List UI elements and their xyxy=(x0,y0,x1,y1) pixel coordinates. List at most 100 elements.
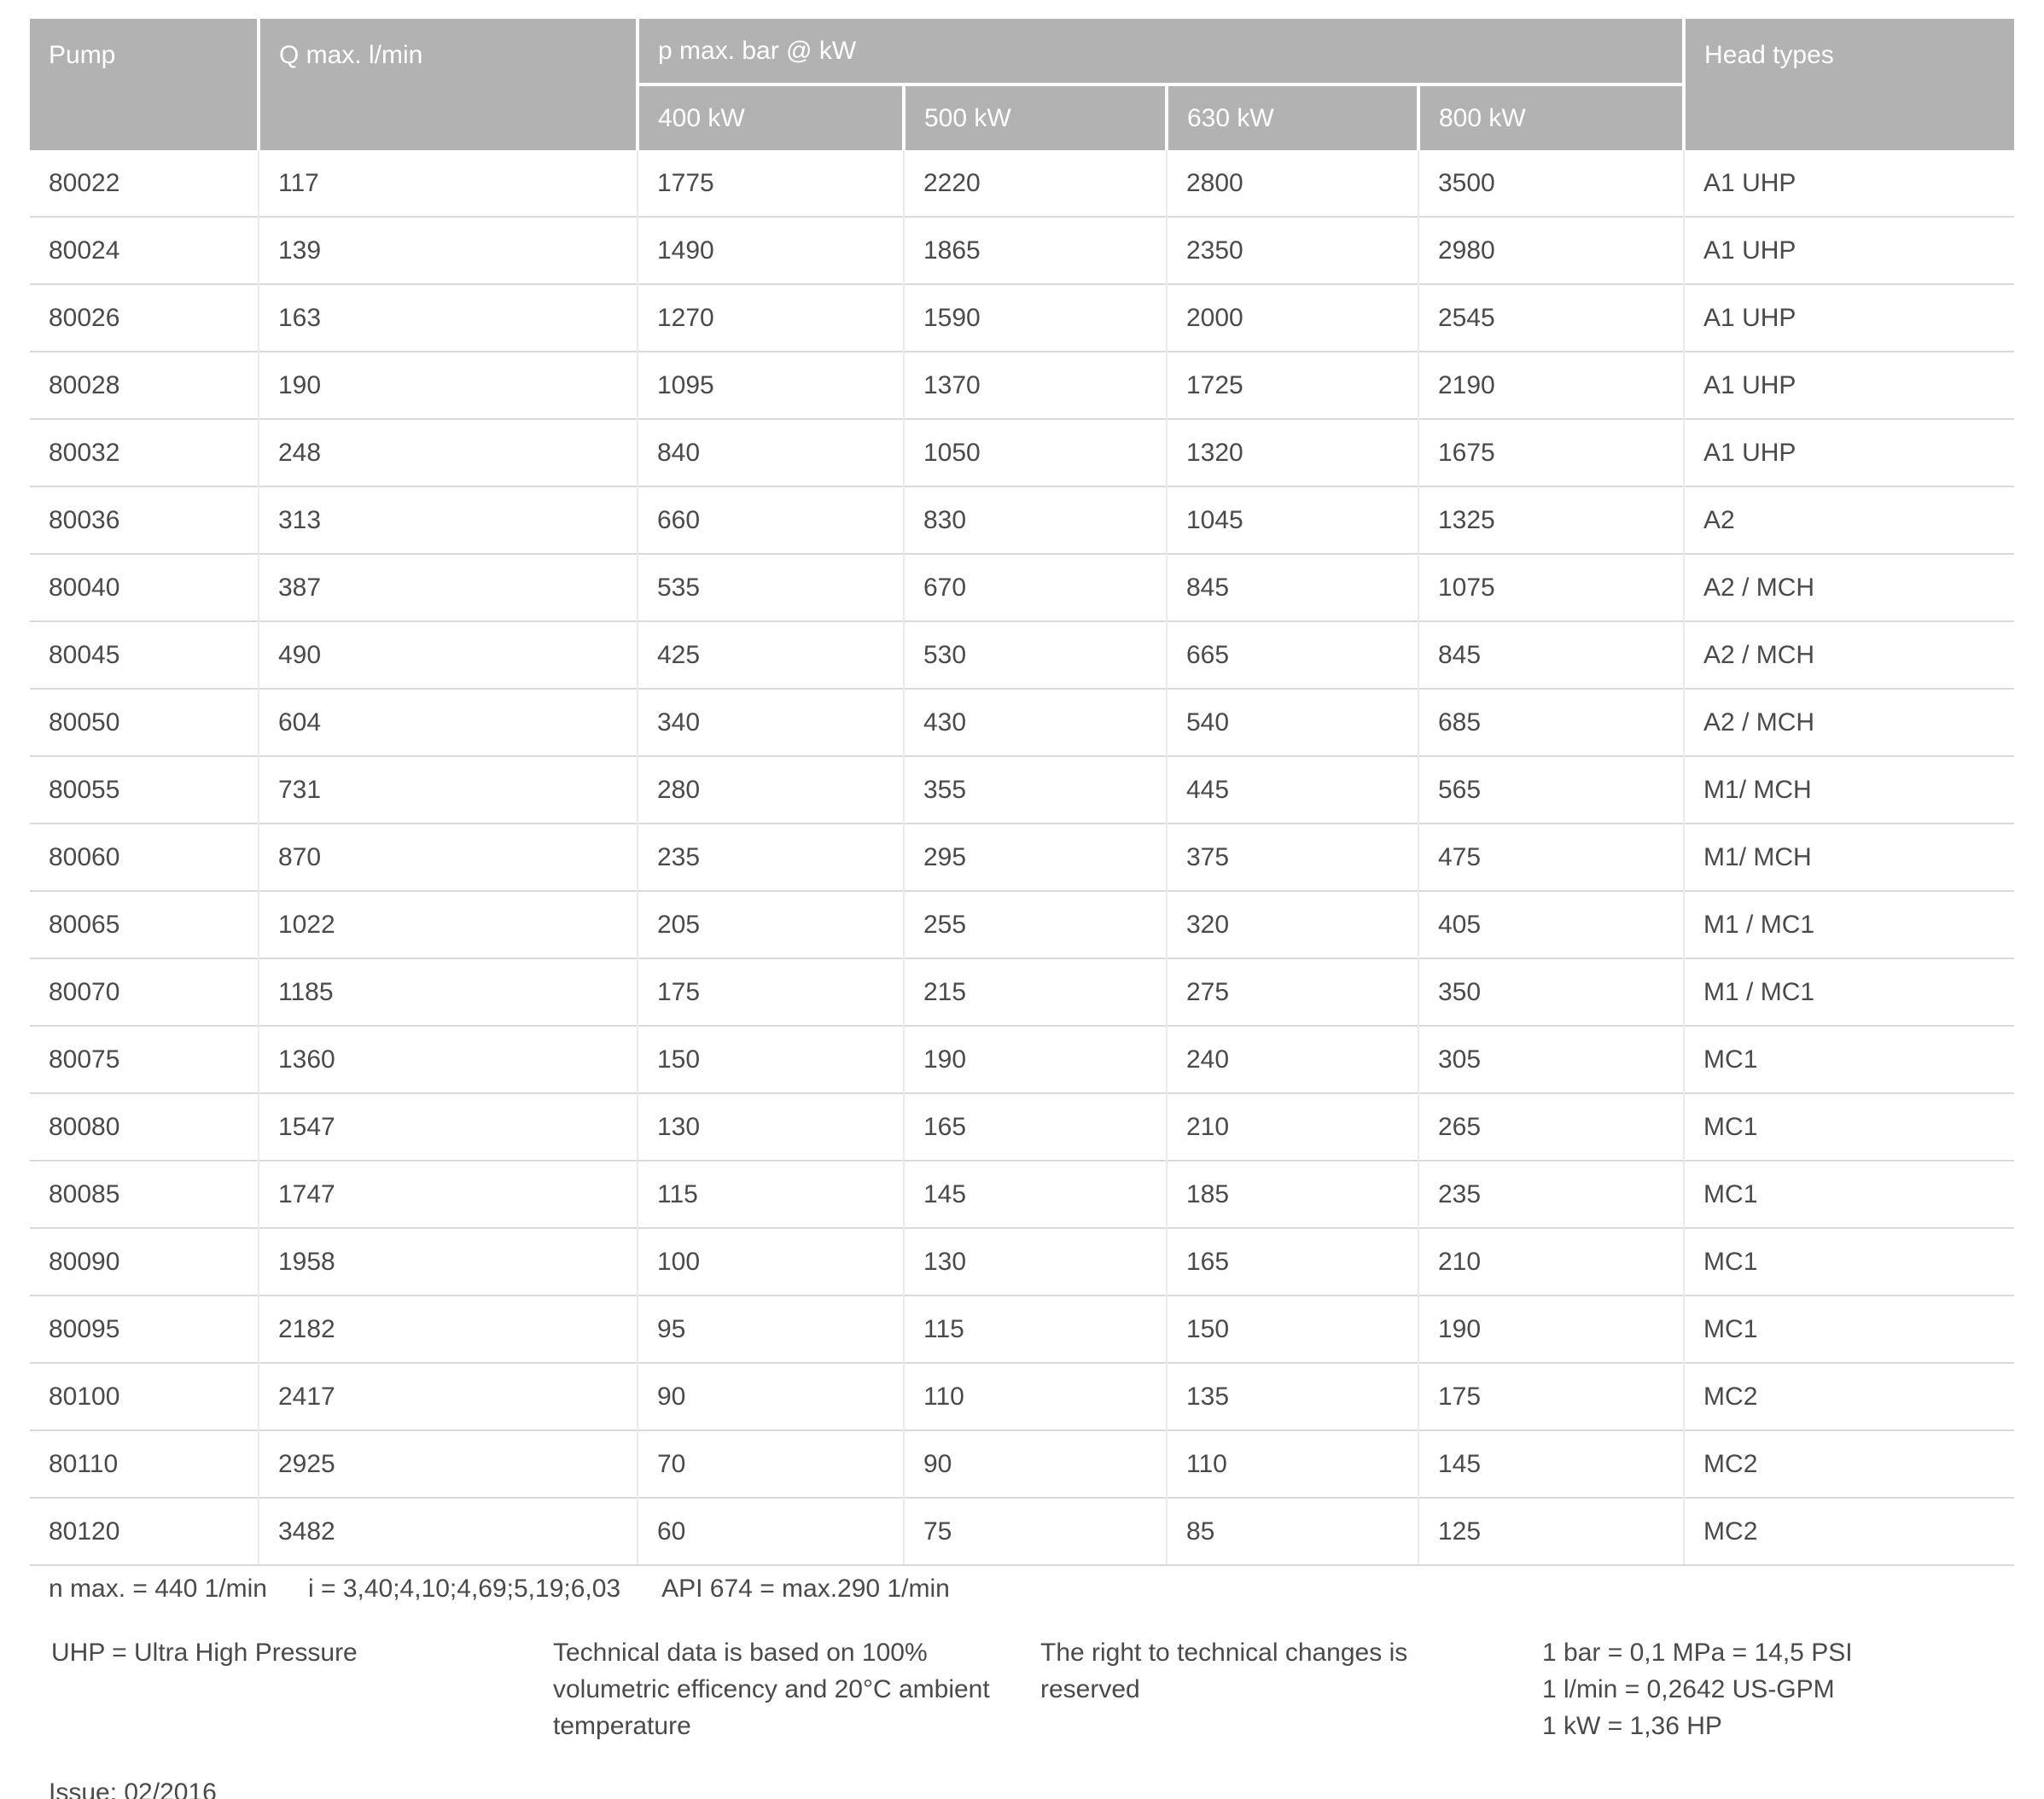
p-max-400kw-cell: 115 xyxy=(637,1160,904,1228)
p-max-400kw-cell: 1775 xyxy=(637,150,904,217)
conversion-bar: 1 bar = 0,1 MPa = 14,5 PSI xyxy=(1542,1639,1853,1667)
p-max-800kw-cell: 175 xyxy=(1417,1362,1685,1430)
table-header: Pump Q max. l/min p max. bar @ kW Head t… xyxy=(30,19,2015,150)
q-max-cell: 870 xyxy=(258,823,638,891)
head-types-cell: A2 / MCH xyxy=(1683,553,2015,621)
q-max-cell: 248 xyxy=(258,418,638,486)
p-max-500kw-cell: 530 xyxy=(903,620,1167,689)
footnote-conversions: 1 bar = 0,1 MPa = 14,5 PSI 1 l/min = 0,2… xyxy=(1542,1634,2044,1744)
q-max-cell: 3482 xyxy=(258,1497,638,1566)
pump-cell: 80080 xyxy=(30,1092,259,1161)
pump-cell: 80055 xyxy=(30,755,259,824)
pump-cell: 80032 xyxy=(30,418,259,486)
p-max-630kw-cell: 85 xyxy=(1166,1497,1418,1566)
q-max-cell: 190 xyxy=(258,351,638,419)
head-types-cell: MC2 xyxy=(1683,1429,2015,1498)
table-row: 80028 190 1095 1370 1725 2190 A1 UHP xyxy=(30,351,2015,419)
p-max-400kw-cell: 205 xyxy=(637,890,904,958)
table-row: 80085 1747 115 145 185 235 MC1 xyxy=(30,1160,2015,1228)
table-body: 80022 117 1775 2220 2800 3500 A1 UHP 800… xyxy=(30,150,2015,1566)
q-max-cell: 1022 xyxy=(258,890,638,958)
p-max-630kw-cell: 185 xyxy=(1166,1160,1418,1228)
p-max-800kw-cell: 265 xyxy=(1417,1092,1685,1161)
pump-cell: 80028 xyxy=(30,351,259,419)
p-max-630kw-cell: 1045 xyxy=(1166,486,1418,554)
p-max-800kw-cell: 235 xyxy=(1417,1160,1685,1228)
table-row: 80065 1022 205 255 320 405 M1 / MC1 xyxy=(30,890,2015,958)
table-row: 80022 117 1775 2220 2800 3500 A1 UHP xyxy=(30,150,2015,217)
head-types-cell: A1 UHP xyxy=(1683,150,2015,217)
table-row: 80045 490 425 530 665 845 A2 / MCH xyxy=(30,620,2015,689)
p-max-400kw-cell: 130 xyxy=(637,1092,904,1161)
p-max-500kw-cell: 145 xyxy=(903,1160,1167,1228)
footnote-uhp: UHP = Ultra High Pressure xyxy=(51,1639,358,1667)
table-row: 80026 163 1270 1590 2000 2545 A1 UHP xyxy=(30,283,2015,352)
q-max-cell: 1958 xyxy=(258,1227,638,1295)
q-max-cell: 313 xyxy=(258,486,638,554)
pump-cell: 80024 xyxy=(30,216,259,284)
p-max-400kw-cell: 70 xyxy=(637,1429,904,1498)
p-max-800kw-cell: 125 xyxy=(1417,1497,1685,1566)
table-row: 80110 2925 70 90 110 145 MC2 xyxy=(30,1429,2015,1498)
pump-cell: 80050 xyxy=(30,688,259,756)
head-types-cell: M1/ MCH xyxy=(1683,755,2015,824)
p-max-400kw-cell: 1095 xyxy=(637,351,904,419)
q-max-cell: 387 xyxy=(258,553,638,621)
p-max-800kw-cell: 350 xyxy=(1417,958,1685,1026)
head-types-cell: A1 UHP xyxy=(1683,283,2015,352)
p-max-500kw-cell: 830 xyxy=(903,486,1167,554)
p-max-800kw-cell: 305 xyxy=(1417,1025,1685,1093)
p-max-800kw-cell: 145 xyxy=(1417,1429,1685,1498)
p-max-630kw-cell: 845 xyxy=(1166,553,1418,621)
conversion-kw: 1 kW = 1,36 HP xyxy=(1542,1712,1722,1740)
p-max-500kw-cell: 1050 xyxy=(903,418,1167,486)
p-max-400kw-cell: 840 xyxy=(637,418,904,486)
pump-cell: 80090 xyxy=(30,1227,259,1295)
p-max-630kw-cell: 2350 xyxy=(1166,216,1418,284)
head-types-cell: MC1 xyxy=(1683,1160,2015,1228)
pump-cell: 80095 xyxy=(30,1295,259,1363)
pump-cell: 80120 xyxy=(30,1497,259,1566)
p-max-400kw-cell: 175 xyxy=(637,958,904,1026)
p-max-400kw-cell: 1270 xyxy=(637,283,904,352)
column-header-400kw: 400 kW xyxy=(636,84,904,150)
p-max-500kw-cell: 165 xyxy=(903,1092,1167,1161)
pump-cell: 80036 xyxy=(30,486,259,554)
footnote-i-ratios: i = 3,40;4,10;4,69;5,19;6,03 xyxy=(307,1575,621,1603)
head-types-cell: MC2 xyxy=(1683,1362,2015,1430)
footnote-line: n max. = 440 1/min i = 3,40;4,10;4,69;5,… xyxy=(0,1575,2044,1604)
p-max-500kw-cell: 295 xyxy=(903,823,1167,891)
table-row: 80100 2417 90 110 135 175 MC2 xyxy=(30,1362,2015,1430)
pump-cell: 80022 xyxy=(49,168,120,197)
head-types-cell: MC2 xyxy=(1683,1497,2015,1566)
q-max-cell: 1360 xyxy=(258,1025,638,1093)
p-max-800kw-cell: 685 xyxy=(1417,688,1685,756)
p-max-800kw-cell: 2190 xyxy=(1417,351,1685,419)
p-max-500kw-cell: 670 xyxy=(903,553,1167,621)
head-types-cell: A1 UHP xyxy=(1683,418,2015,486)
head-types-cell: A1 UHP xyxy=(1683,351,2015,419)
table-row: 80090 1958 100 130 165 210 MC1 xyxy=(30,1227,2015,1295)
p-max-500kw-cell: 190 xyxy=(903,1025,1167,1093)
p-max-630kw-cell: 135 xyxy=(1166,1362,1418,1430)
table-row: 80120 3482 60 75 85 125 MC2 xyxy=(30,1497,2015,1566)
p-max-500kw-cell: 130 xyxy=(903,1227,1167,1295)
p-max-630kw-cell: 1320 xyxy=(1166,418,1418,486)
p-max-400kw-cell: 150 xyxy=(637,1025,904,1093)
head-types-cell: A1 UHP xyxy=(1683,216,2015,284)
p-max-800kw-cell: 405 xyxy=(1417,890,1685,958)
pump-cell: 80026 xyxy=(30,283,259,352)
p-max-800kw-cell: 565 xyxy=(1417,755,1685,824)
p-max-400kw-cell: 100 xyxy=(637,1227,904,1295)
table-row: 80075 1360 150 190 240 305 MC1 xyxy=(30,1025,2015,1093)
q-max-cell: 731 xyxy=(258,755,638,824)
p-max-800kw-cell: 475 xyxy=(1417,823,1685,891)
p-max-500kw-cell: 110 xyxy=(903,1362,1167,1430)
p-max-800kw-cell: 2545 xyxy=(1417,283,1685,352)
p-max-500kw-cell: 1865 xyxy=(903,216,1167,284)
conversion-lmin: 1 l/min = 0,2642 US-GPM xyxy=(1542,1675,1835,1703)
footer-notes: UHP = Ultra High Pressure Technical data… xyxy=(0,1634,2044,1744)
pump-cell: 80065 xyxy=(30,890,259,958)
p-max-630kw-cell: 2800 xyxy=(1166,150,1418,217)
pump-cell: 80045 xyxy=(30,620,259,689)
